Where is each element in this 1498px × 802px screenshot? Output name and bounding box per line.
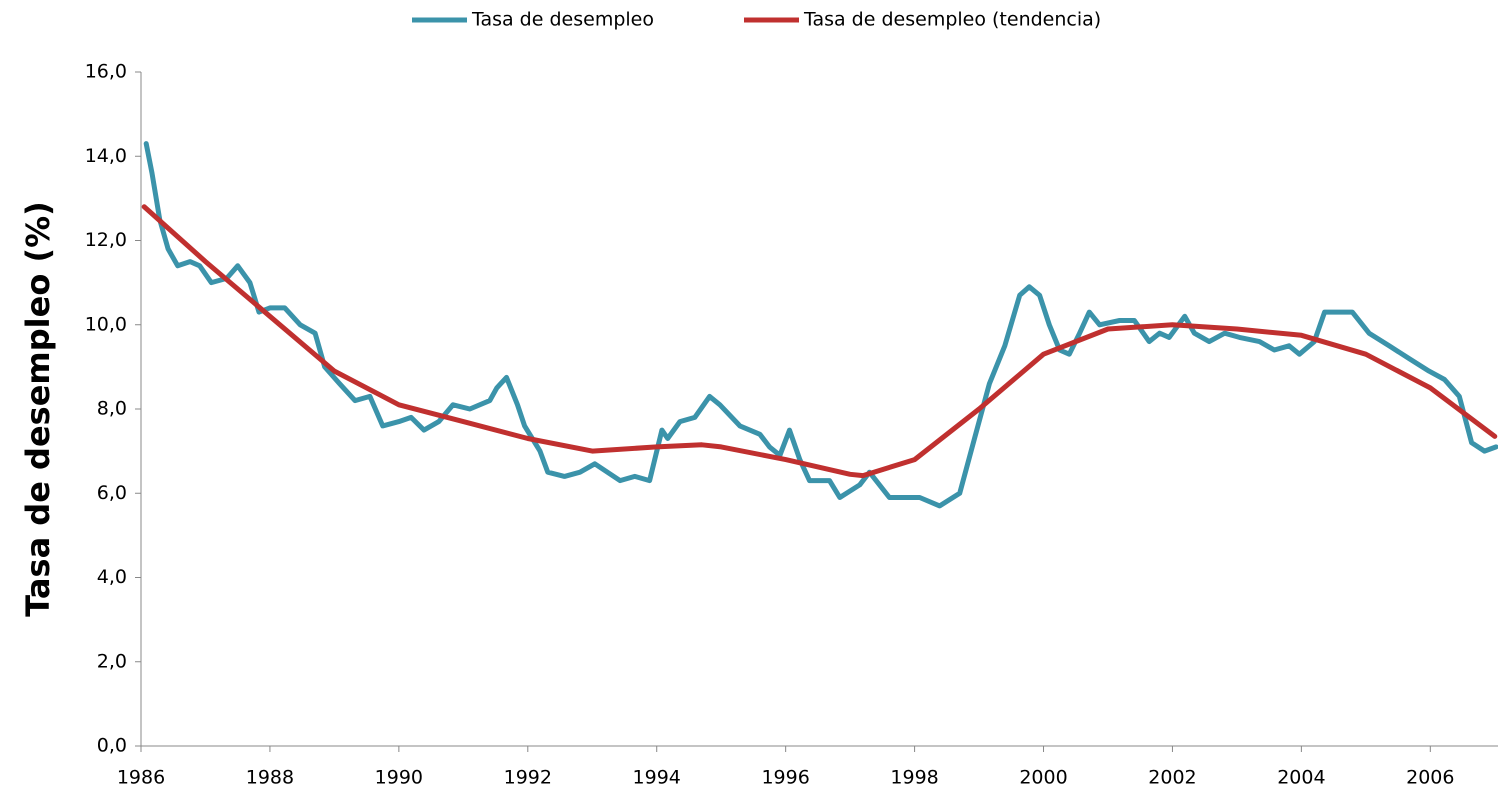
x-tick-label: 2006 (1406, 767, 1454, 789)
y-tick-label: 4,0 (97, 566, 127, 588)
y-tick-label: 6,0 (97, 482, 127, 504)
series-line (143, 141, 1498, 509)
y-tick-label: 16,0 (85, 61, 127, 83)
y-tick-label: 2,0 (97, 650, 127, 672)
x-tick-label: 1986 (117, 767, 165, 789)
y-tick-label: 8,0 (97, 398, 127, 420)
legend-label: Tasa de desempleo (471, 9, 654, 31)
x-tick-label: 1996 (761, 767, 809, 789)
x-tick-label: 2000 (1019, 767, 1067, 789)
x-tick-label: 1990 (375, 767, 423, 789)
y-tick-label: 10,0 (85, 313, 127, 335)
x-tick-label: 1988 (246, 767, 294, 789)
series-line (141, 204, 1498, 479)
y-tick-label: 14,0 (85, 145, 127, 167)
x-tick-label: 1992 (504, 767, 552, 789)
y-tick-label: 12,0 (85, 229, 127, 251)
x-tick-label: 2004 (1277, 767, 1325, 789)
x-tick-label: 1994 (633, 767, 681, 789)
x-tick-label: 1998 (890, 767, 938, 789)
y-tick-label: 0,0 (97, 735, 127, 757)
legend-label: Tasa de desempleo (tendencia) (803, 9, 1101, 31)
x-tick-label: 2002 (1148, 767, 1196, 789)
y-axis-label: Tasa de desempleo (%) (19, 201, 57, 617)
